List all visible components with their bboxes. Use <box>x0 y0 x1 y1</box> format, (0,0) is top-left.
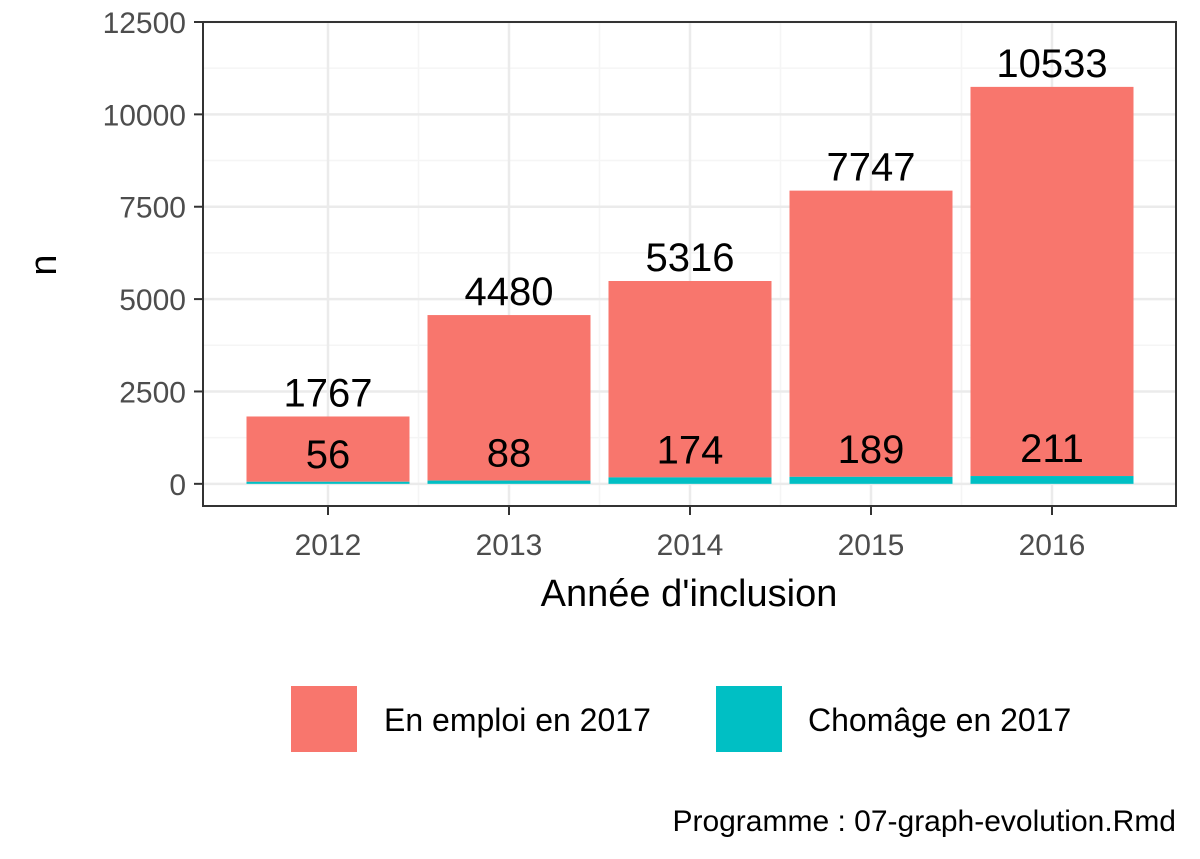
x-tick-label: 2013 <box>476 529 543 562</box>
y-tick-label: 0 <box>169 469 186 502</box>
data-label-chomage-2014: 174 <box>657 428 724 472</box>
bar-chomage-2013 <box>427 480 591 484</box>
bar-en-emploi-2016 <box>970 86 1134 477</box>
data-label-chomage-2012: 56 <box>306 433 351 477</box>
y-tick-label: 12500 <box>103 7 186 40</box>
x-tick-label: 2016 <box>1019 529 1086 562</box>
y-axis: 0 2500 5000 7500 10000 12500 <box>103 7 203 502</box>
x-axis-title: Année d'inclusion <box>541 573 838 615</box>
y-tick-label: 5000 <box>119 284 186 317</box>
legend: En emploi en 2017 Chomâge en 2017 <box>291 686 1071 752</box>
data-label-en-emploi-2013: 4480 <box>465 270 554 314</box>
x-axis: 2012 2013 2014 2015 2016 <box>295 506 1086 562</box>
bar-chomage-2014 <box>608 477 772 484</box>
legend-label-0: En emploi en 2017 <box>384 702 651 738</box>
y-tick-label: 2500 <box>119 376 186 409</box>
x-tick-label: 2015 <box>838 529 905 562</box>
bar-en-emploi-2013 <box>427 315 591 481</box>
data-label-en-emploi-2014: 5316 <box>646 236 735 280</box>
bar-chomage-2015 <box>789 476 953 484</box>
data-label-chomage-2013: 88 <box>487 432 532 476</box>
y-tick-label: 10000 <box>103 99 186 132</box>
bar-chomage-2016 <box>970 476 1134 484</box>
bar-en-emploi-2012 <box>246 416 410 482</box>
data-label-chomage-2016: 211 <box>1020 427 1084 471</box>
data-label-en-emploi-2016: 10533 <box>996 42 1107 86</box>
data-labels: 1767 56 4480 88 5316 174 7747 189 10533 211 <box>284 42 1108 477</box>
legend-label-1: Chomâge en 2017 <box>808 702 1071 738</box>
bars <box>246 86 1134 484</box>
y-tick-label: 7500 <box>119 192 186 225</box>
bar-en-emploi-2015 <box>789 190 953 477</box>
y-axis-title: n <box>23 254 65 275</box>
bar-chomage-2012 <box>246 481 410 484</box>
legend-key-0 <box>291 686 357 752</box>
legend-key-1 <box>716 686 782 752</box>
bar-en-emploi-2014 <box>608 280 772 478</box>
data-label-chomage-2015: 189 <box>838 428 905 472</box>
x-tick-label: 2012 <box>295 529 362 562</box>
data-label-en-emploi-2015: 7747 <box>827 146 916 190</box>
data-label-en-emploi-2012: 1767 <box>284 371 373 415</box>
x-tick-label: 2014 <box>657 529 724 562</box>
caption: Programme : 07-graph-evolution.Rmd <box>672 805 1176 838</box>
